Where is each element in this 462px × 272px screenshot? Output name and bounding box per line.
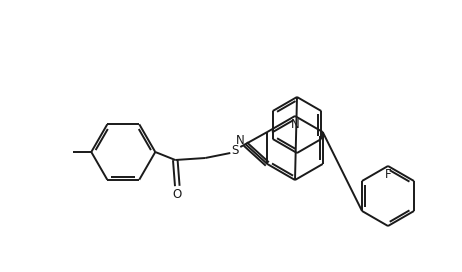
Text: F: F	[385, 168, 391, 181]
Text: S: S	[231, 144, 239, 156]
Text: N: N	[236, 134, 245, 147]
Text: O: O	[173, 188, 182, 202]
Text: N: N	[291, 119, 299, 131]
